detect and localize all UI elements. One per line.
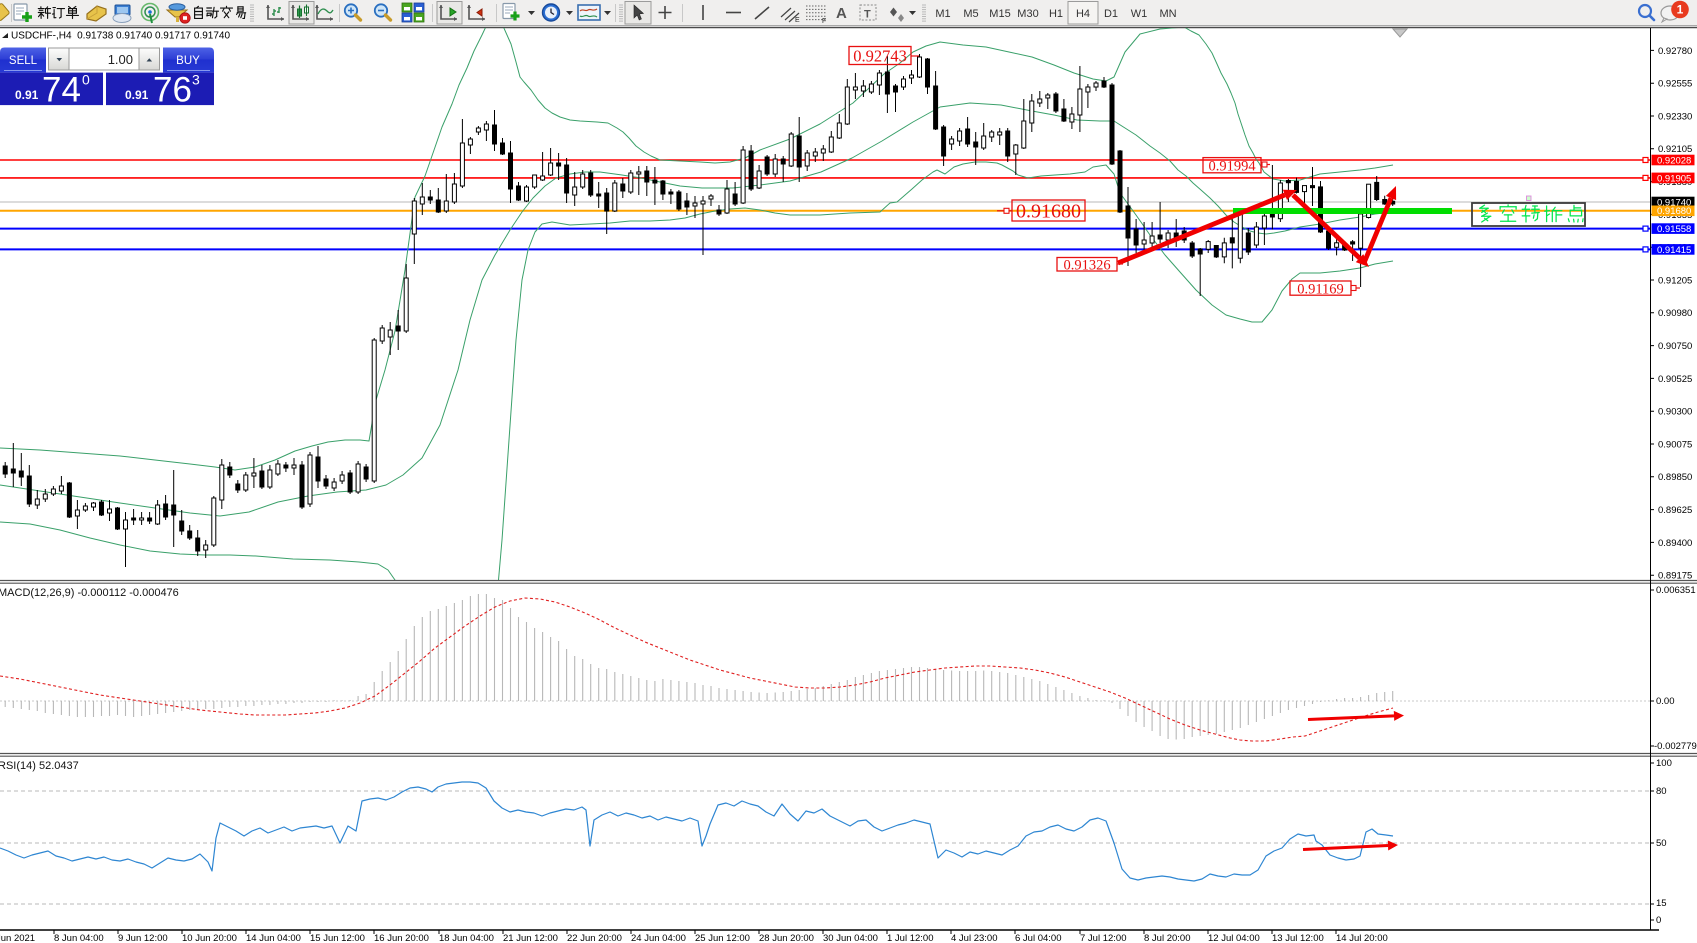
svg-text:D1: D1 (1104, 8, 1118, 20)
svg-text:0.89400: 0.89400 (1658, 538, 1692, 549)
svg-text:4 Jul 23:00: 4 Jul 23:00 (951, 933, 997, 943)
svg-text:25 Jun 12:00: 25 Jun 12:00 (695, 933, 750, 943)
svg-text:E: E (795, 17, 800, 24)
svg-text:M15: M15 (989, 8, 1010, 20)
svg-text:0.92105: 0.92105 (1658, 144, 1692, 155)
svg-text:76: 76 (153, 71, 192, 110)
svg-text:F: F (822, 18, 826, 25)
svg-text:0.91415: 0.91415 (1657, 245, 1691, 256)
svg-text:0.006351: 0.006351 (1656, 585, 1696, 596)
svg-text:14 Jun 04:00: 14 Jun 04:00 (246, 933, 301, 943)
svg-text:15: 15 (1656, 898, 1667, 909)
svg-text:7 Jul 12:00: 7 Jul 12:00 (1080, 933, 1126, 943)
svg-text:80: 80 (1656, 786, 1667, 797)
svg-text:H4: H4 (1076, 8, 1090, 20)
svg-text:18 Jun 04:00: 18 Jun 04:00 (439, 933, 494, 943)
svg-text:8 Jul 20:00: 8 Jul 20:00 (1144, 933, 1190, 943)
svg-text:0.92028: 0.92028 (1657, 155, 1691, 166)
svg-text:0.91558: 0.91558 (1657, 224, 1691, 235)
svg-text:T: T (864, 9, 871, 21)
svg-text:0.90980: 0.90980 (1658, 308, 1692, 319)
svg-text:SELL: SELL (9, 55, 38, 67)
svg-text:MN: MN (1159, 8, 1176, 20)
svg-text:0.90750: 0.90750 (1658, 341, 1692, 352)
svg-text:Jun 2021: Jun 2021 (0, 933, 35, 943)
svg-text:3: 3 (192, 72, 200, 88)
svg-text:21 Jun 12:00: 21 Jun 12:00 (503, 933, 558, 943)
svg-text:0.92743: 0.92743 (853, 46, 907, 65)
svg-text:H1: H1 (1049, 8, 1063, 20)
svg-text:0.91169: 0.91169 (1297, 281, 1344, 297)
svg-text:74: 74 (42, 71, 81, 110)
svg-text:0: 0 (82, 72, 90, 88)
svg-text:0.89175: 0.89175 (1658, 571, 1692, 582)
svg-text:8 Jun 04:00: 8 Jun 04:00 (54, 933, 104, 943)
svg-text:0.91: 0.91 (15, 88, 39, 102)
svg-text:24 Jun 04:00: 24 Jun 04:00 (631, 933, 686, 943)
svg-text:14 Jul 20:00: 14 Jul 20:00 (1336, 933, 1388, 943)
svg-text:13 Jul 12:00: 13 Jul 12:00 (1272, 933, 1324, 943)
svg-text:0.00: 0.00 (1656, 696, 1675, 707)
svg-text:0.90300: 0.90300 (1658, 407, 1692, 418)
svg-text:0.91205: 0.91205 (1658, 275, 1692, 286)
svg-text:30 Jun 04:00: 30 Jun 04:00 (823, 933, 878, 943)
svg-text:1 Jul 12:00: 1 Jul 12:00 (887, 933, 933, 943)
svg-text:M5: M5 (963, 8, 978, 20)
svg-text:0.91994: 0.91994 (1208, 158, 1256, 174)
svg-text:0.89625: 0.89625 (1658, 505, 1692, 516)
svg-text:0.92330: 0.92330 (1658, 111, 1692, 122)
svg-text:0.89850: 0.89850 (1658, 472, 1692, 483)
svg-text:0.92555: 0.92555 (1658, 79, 1692, 90)
svg-text:0.91740: 0.91740 (1657, 197, 1691, 208)
svg-text:12 Jul 04:00: 12 Jul 04:00 (1208, 933, 1260, 943)
svg-text:16 Jun 20:00: 16 Jun 20:00 (374, 933, 429, 943)
svg-text:M30: M30 (1017, 8, 1038, 20)
svg-text:1: 1 (1677, 3, 1684, 17)
svg-text:-0.002779: -0.002779 (1654, 741, 1697, 752)
svg-text:A: A (836, 5, 847, 22)
svg-text:M1: M1 (935, 8, 950, 20)
svg-text:10 Jun 20:00: 10 Jun 20:00 (182, 933, 237, 943)
svg-text:BUY: BUY (176, 55, 200, 67)
svg-text:100: 100 (1656, 758, 1672, 769)
svg-text:0.91680: 0.91680 (1657, 206, 1691, 217)
svg-text:0.91: 0.91 (125, 88, 149, 102)
svg-text:50: 50 (1656, 838, 1667, 849)
svg-text:0.90075: 0.90075 (1658, 439, 1692, 450)
svg-text:0.91680: 0.91680 (1016, 201, 1081, 223)
svg-text:0.90525: 0.90525 (1658, 374, 1692, 385)
svg-text:22 Jun 20:00: 22 Jun 20:00 (567, 933, 622, 943)
svg-text:6 Jul 04:00: 6 Jul 04:00 (1015, 933, 1061, 943)
svg-text:MACD(12,26,9) -0.000112 -0.000: MACD(12,26,9) -0.000112 -0.000476 (0, 587, 179, 599)
svg-text:USDCHF-,H4 0.91738 0.91740 0.: USDCHF-,H4 0.91738 0.91740 0.91717 0.917… (11, 31, 230, 42)
svg-text:0.92780: 0.92780 (1658, 46, 1692, 57)
svg-text:0.91326: 0.91326 (1063, 257, 1110, 273)
svg-text:9 Jun 12:00: 9 Jun 12:00 (118, 933, 168, 943)
svg-text:0: 0 (1656, 915, 1661, 926)
svg-text:W1: W1 (1131, 8, 1148, 20)
svg-text:28 Jun 20:00: 28 Jun 20:00 (759, 933, 814, 943)
svg-text:15 Jun 12:00: 15 Jun 12:00 (310, 933, 365, 943)
svg-text:0.91905: 0.91905 (1657, 173, 1691, 184)
svg-text:RSI(14) 52.0437: RSI(14) 52.0437 (0, 760, 79, 772)
svg-text:1.00: 1.00 (108, 52, 133, 67)
